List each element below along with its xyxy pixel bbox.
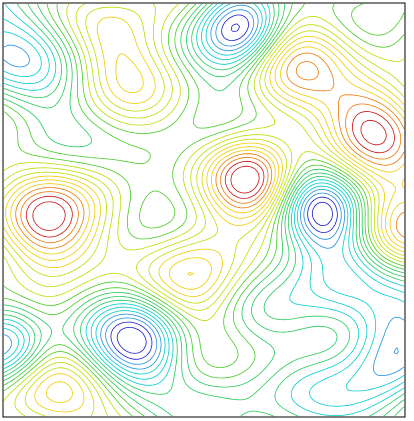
contour-line bbox=[10, 46, 405, 276]
contour-line bbox=[3, 3, 405, 417]
contour-line bbox=[3, 3, 405, 417]
contour-line bbox=[3, 3, 405, 417]
contour-line bbox=[3, 3, 405, 417]
contour-line bbox=[3, 3, 405, 407]
contour-line bbox=[116, 23, 333, 354]
contour-line bbox=[15, 52, 405, 249]
contour-line bbox=[32, 119, 387, 231]
contour-line bbox=[3, 3, 405, 417]
contour-line bbox=[25, 111, 395, 238]
contour-line bbox=[5, 41, 405, 403]
contour-line bbox=[3, 3, 405, 417]
contour-line bbox=[3, 16, 405, 413]
contour-line bbox=[3, 6, 405, 417]
contour-line bbox=[3, 3, 405, 392]
contour-line bbox=[110, 14, 338, 360]
contour-line bbox=[3, 3, 405, 417]
contour-line bbox=[20, 61, 402, 244]
contour-line bbox=[3, 4, 405, 377]
contour-line bbox=[105, 9, 399, 365]
contour-line bbox=[3, 3, 405, 417]
